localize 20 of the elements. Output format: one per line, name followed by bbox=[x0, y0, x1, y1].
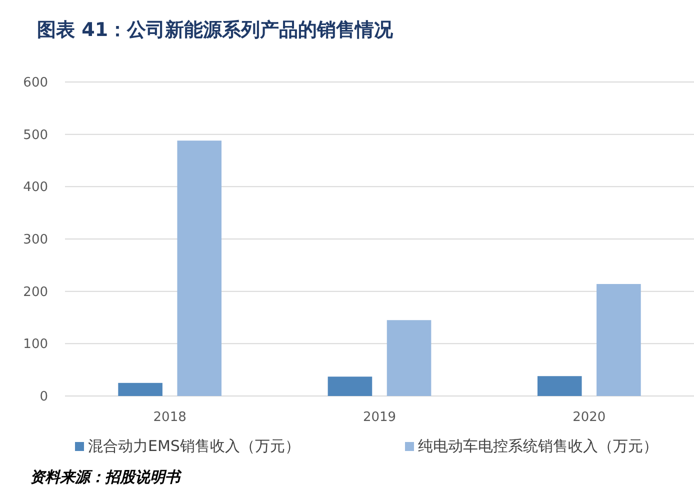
y-tick-label: 200 bbox=[23, 284, 48, 300]
chart-title: 图表 41：公司新能源系列产品的销售情况 bbox=[37, 19, 394, 41]
x-tick-label: 2020 bbox=[572, 410, 606, 425]
y-tick-label: 500 bbox=[23, 128, 48, 143]
bar bbox=[177, 140, 222, 396]
y-tick-label: 300 bbox=[23, 232, 48, 248]
x-tick-label: 2019 bbox=[362, 410, 396, 425]
legend-label: 混合动力EMS销售收入（万元） bbox=[88, 437, 300, 455]
bar bbox=[386, 320, 432, 396]
y-tick-label: 400 bbox=[23, 180, 48, 196]
y-tick-label: 100 bbox=[23, 337, 48, 352]
bar bbox=[328, 376, 372, 396]
bar bbox=[596, 284, 641, 396]
x-tick-label: 2018 bbox=[153, 410, 186, 425]
y-tick-label: 0 bbox=[40, 390, 48, 405]
y-tick-label: 600 bbox=[23, 76, 48, 91]
text: 资料来源：招股说明书 bbox=[30, 468, 182, 486]
legend-label: 纯电动车电控系统销售收入（万元） bbox=[418, 437, 658, 455]
bar bbox=[537, 376, 582, 396]
bar bbox=[118, 382, 162, 396]
